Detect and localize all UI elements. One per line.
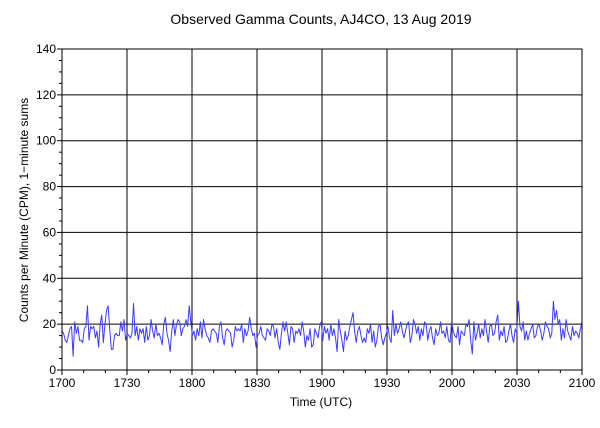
x-tick-label: 2100 [569, 376, 596, 390]
y-tick-label: 40 [43, 271, 57, 285]
x-tick-label: 1900 [309, 376, 336, 390]
series-line-counts [61, 300, 583, 357]
x-tick-label: 2000 [439, 376, 466, 390]
y-tick-label: 120 [36, 88, 56, 102]
x-axis-label: Time (UTC) [290, 395, 352, 409]
x-tick-label: 1930 [374, 376, 401, 390]
y-tick-label: 140 [36, 42, 56, 56]
y-tick-label: 80 [43, 180, 57, 194]
chart-title: Observed Gamma Counts, AJ4CO, 13 Aug 201… [170, 11, 471, 27]
y-tick-label: 20 [43, 317, 57, 331]
x-tick-labels: 1700 1730 1800 1830 1900 1930 2000 2030 2100 [49, 376, 596, 390]
x-tick-label: 1800 [179, 376, 206, 390]
grid [62, 49, 582, 370]
y-tick-labels: 0 20 40 60 80 100 120 140 [36, 42, 56, 377]
y-tick-label: 60 [43, 225, 57, 239]
x-tick-label: 1830 [244, 376, 271, 390]
y-tick-label: 100 [36, 134, 56, 148]
x-tick-label: 1700 [49, 376, 76, 390]
y-axis-label: Counts per Minute (CPM), 1−minute sums [17, 98, 31, 322]
tick-marks [57, 48, 583, 375]
x-tick-label: 2030 [504, 376, 531, 390]
y-tick-label: 0 [49, 363, 56, 377]
x-tick-label: 1730 [114, 376, 141, 390]
